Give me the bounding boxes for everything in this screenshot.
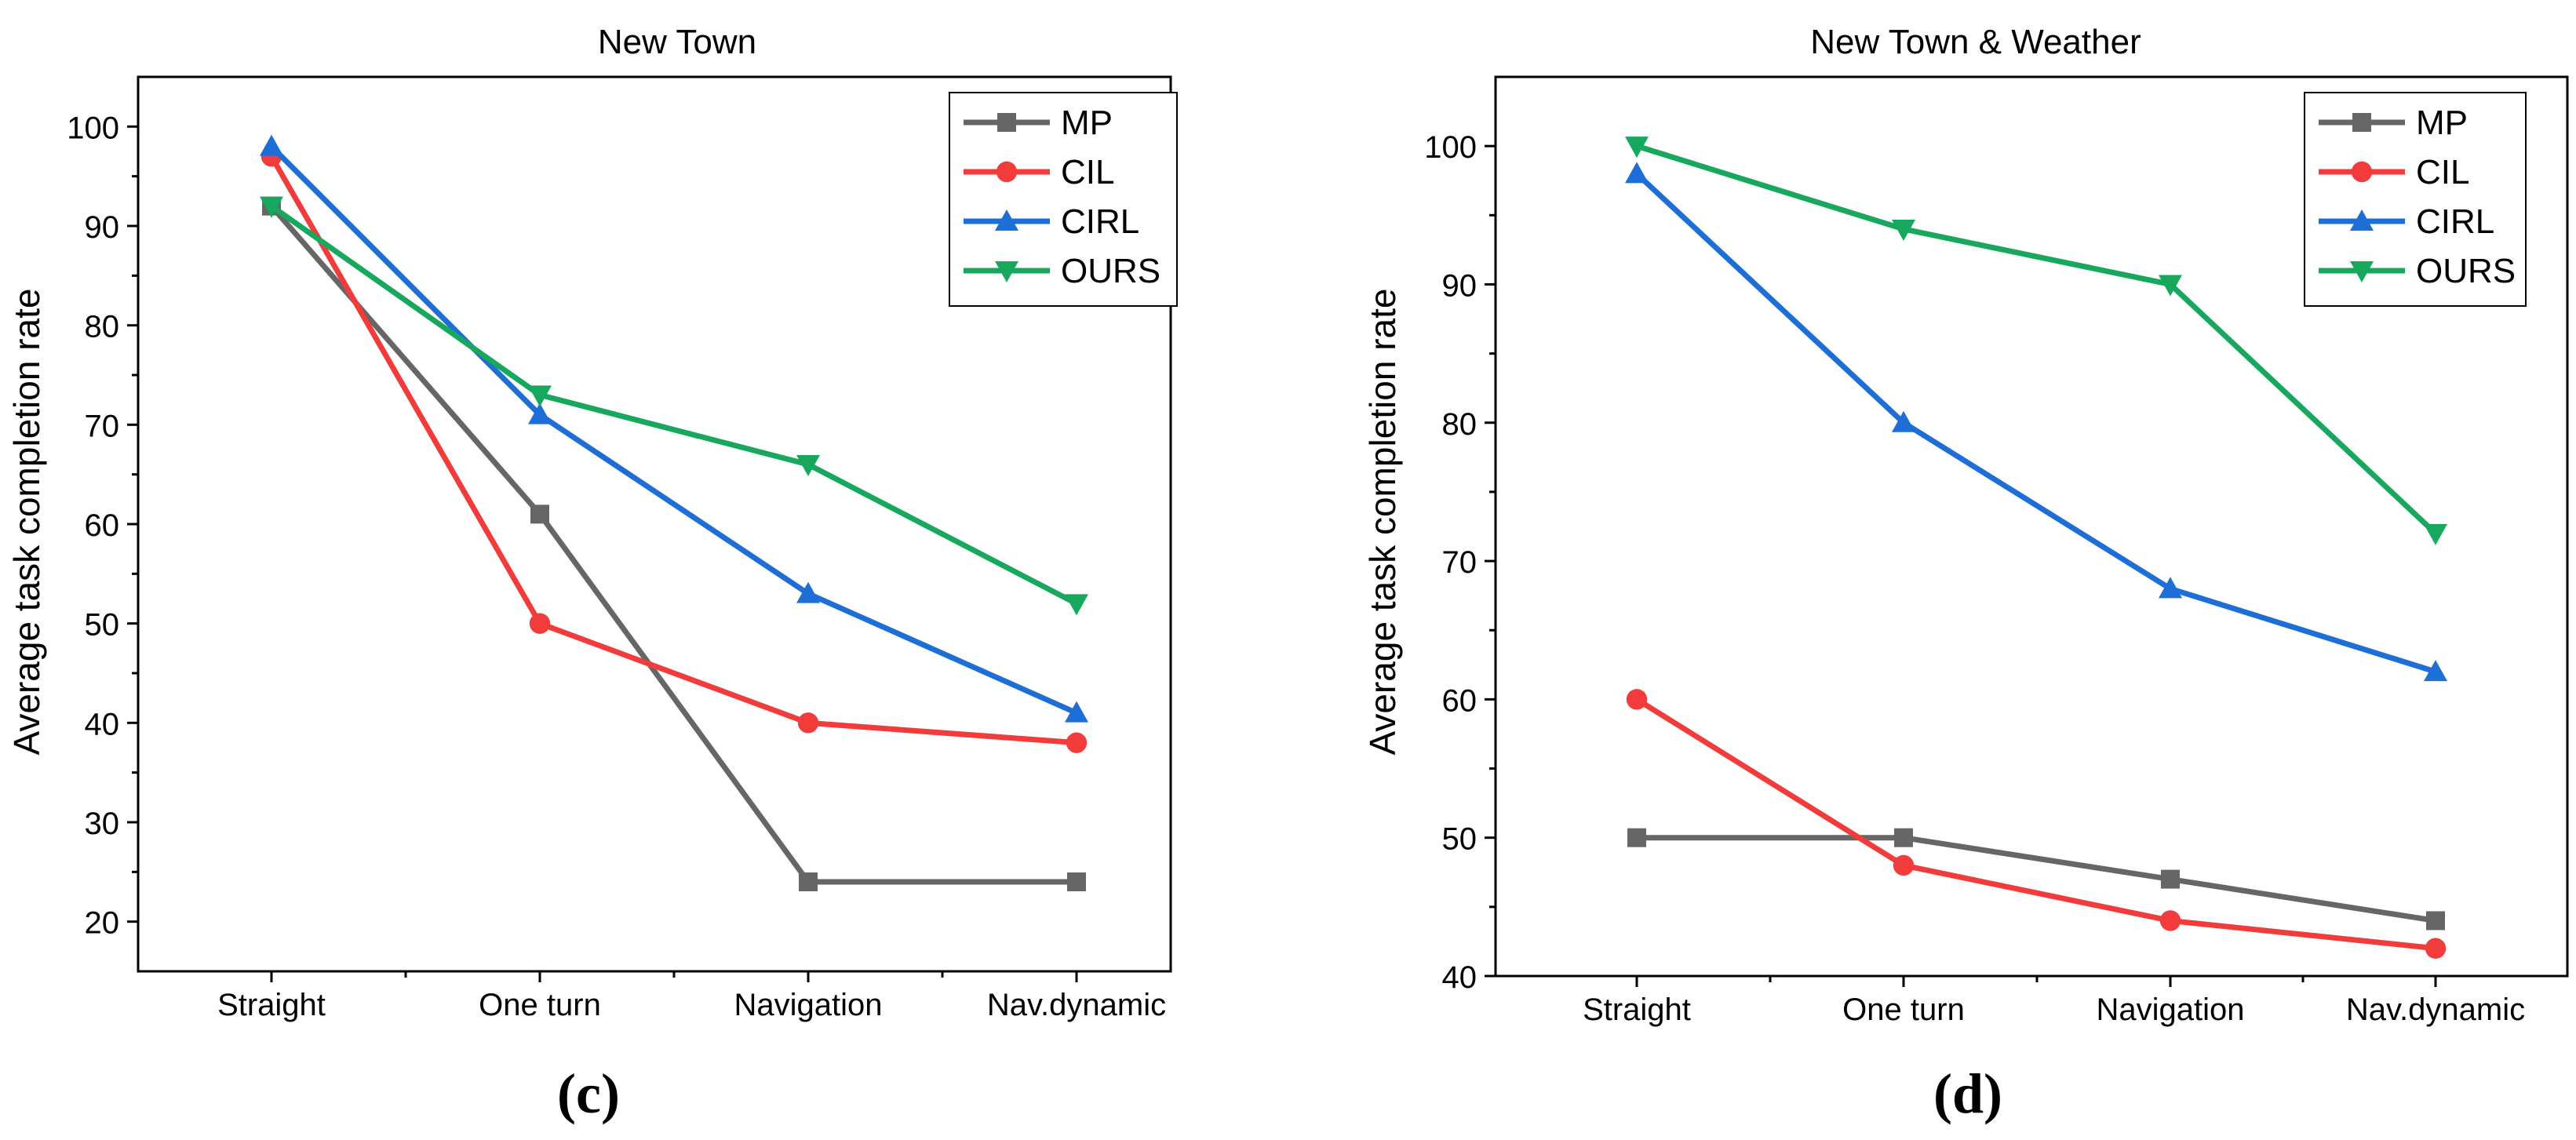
data-point-ours xyxy=(528,385,552,407)
data-point-mp xyxy=(1894,828,1913,847)
y-tick-label: 100 xyxy=(67,111,119,145)
chart-title: New Town xyxy=(598,23,756,61)
series-line-mp xyxy=(269,204,1077,885)
series-line-cirl xyxy=(1634,171,2437,675)
legend-label: CIRL xyxy=(1061,202,1139,241)
panel-label: (c) xyxy=(557,1062,620,1125)
x-tick-label: Navigation xyxy=(734,988,882,1022)
series-lines xyxy=(1625,137,2447,959)
data-point-cirl xyxy=(796,581,820,603)
x-tick-label: Straight xyxy=(1583,992,1691,1027)
legend-swatch-marker xyxy=(2352,113,2371,132)
series-line-cil xyxy=(1635,697,2436,952)
legend-swatch-marker xyxy=(2350,261,2374,282)
data-point-ours xyxy=(2424,523,2447,545)
data-point-cirl xyxy=(2424,660,2447,682)
x-axis-ticks: Straight One turn Navigation Nav.dynamic xyxy=(1583,976,2525,1027)
y-tick-label: 40 xyxy=(1442,960,1477,995)
y-tick-label: 90 xyxy=(1442,268,1477,303)
y-tick-label: 80 xyxy=(1442,407,1477,442)
data-point-cil xyxy=(2425,938,2447,959)
chart-title: New Town & Weather xyxy=(1810,23,2141,61)
legend-label: MP xyxy=(1061,104,1113,142)
data-point-cirl xyxy=(2159,577,2182,599)
y-axis-ticks: 40 50 60 70 80 90 100 xyxy=(1424,130,1496,995)
data-point-cirl xyxy=(528,402,552,424)
data-point-mp xyxy=(2426,911,2445,931)
y-tick-label: 40 xyxy=(85,707,120,741)
data-point-mp xyxy=(799,872,818,891)
y-tick-label: 60 xyxy=(85,508,120,543)
y-tick-label: 100 xyxy=(1424,130,1477,165)
y-tick-label: 50 xyxy=(1442,822,1477,857)
legend-swatch-marker xyxy=(996,161,1018,183)
legend-label: OURS xyxy=(1061,252,1160,290)
data-point-cil xyxy=(1626,689,1648,710)
x-tick-label: One turn xyxy=(1842,992,1965,1027)
data-point-cil xyxy=(1066,732,1088,753)
legend-swatch-marker xyxy=(2351,161,2373,183)
y-tick-label: 70 xyxy=(1442,545,1477,580)
legend-swatch-marker xyxy=(995,209,1018,231)
data-point-mp xyxy=(530,504,549,524)
legend-label: OURS xyxy=(2416,252,2516,290)
legend-label: CIL xyxy=(2416,153,2469,191)
data-point-cil xyxy=(1893,854,1915,876)
panel-label: (d) xyxy=(1933,1062,2002,1125)
y-tick-label: 70 xyxy=(85,409,120,443)
series-line-cil xyxy=(268,155,1077,746)
data-point-cirl xyxy=(1892,410,1915,432)
y-tick-label: 50 xyxy=(85,608,120,643)
data-point-cil xyxy=(529,613,551,634)
x-tick-label: Nav.dynamic xyxy=(2346,992,2525,1027)
data-point-mp xyxy=(1067,872,1086,891)
data-point-mp xyxy=(2161,869,2180,889)
data-point-cil xyxy=(797,712,819,734)
series-lines xyxy=(260,134,1088,891)
series-line-cirl xyxy=(269,144,1078,716)
x-tick-label: One turn xyxy=(479,988,601,1022)
legend: MP CIL CIRL OURS xyxy=(2304,92,2527,307)
legend-swatch-marker xyxy=(2350,209,2374,231)
legend-swatch-marker xyxy=(995,261,1018,282)
y-axis-ticks: 20 30 40 50 60 70 80 90 100 xyxy=(67,111,138,941)
x-tick-label: Navigation xyxy=(2096,992,2244,1027)
legend-swatch-marker xyxy=(997,113,1016,132)
data-point-cirl xyxy=(260,134,283,156)
data-point-ours xyxy=(1065,594,1088,616)
legend: MP CIL CIRL OURS xyxy=(949,92,1178,307)
y-axis-label: Average task completion rate xyxy=(1362,289,1403,756)
data-point-ours xyxy=(260,196,283,218)
data-point-cil xyxy=(2159,910,2181,931)
legend-label: CIL xyxy=(1061,153,1114,191)
chart-panel-d: New Town & Weather Average task completi… xyxy=(1362,23,2569,1125)
plot-frame xyxy=(1494,75,2569,978)
series-line-ours xyxy=(269,203,1078,606)
y-tick-label: 30 xyxy=(85,807,120,841)
data-point-cirl xyxy=(1065,701,1088,723)
legend-label: CIRL xyxy=(2416,202,2494,241)
data-point-ours xyxy=(796,455,820,476)
data-point-ours xyxy=(1892,219,1915,241)
y-tick-label: 20 xyxy=(85,906,120,941)
data-point-ours xyxy=(1625,137,1649,158)
data-point-mp xyxy=(1627,828,1646,847)
data-point-ours xyxy=(2159,275,2182,297)
x-tick-label: Nav.dynamic xyxy=(987,988,1166,1022)
y-tick-label: 60 xyxy=(1442,683,1477,718)
chart-panel-c: New Town Average task completion rate 20… xyxy=(6,23,1178,1125)
series-line-ours xyxy=(1635,143,2438,536)
legend-label: MP xyxy=(2416,104,2468,142)
x-tick-label: Straight xyxy=(217,988,326,1022)
y-tick-label: 80 xyxy=(85,310,120,344)
x-axis-ticks: Straight One turn Navigation Nav.dynamic xyxy=(217,971,1166,1022)
series-line-mp xyxy=(1637,835,2436,923)
y-axis-label: Average task completion rate xyxy=(6,289,47,756)
y-tick-label: 90 xyxy=(85,210,120,245)
data-point-cirl xyxy=(1625,162,1649,184)
